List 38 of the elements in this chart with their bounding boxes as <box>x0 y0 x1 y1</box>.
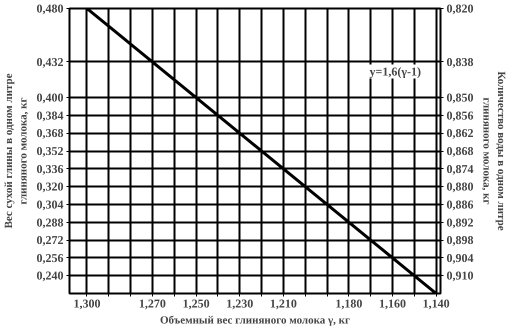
y-tick-label: 0,240 <box>36 268 64 283</box>
x-tick-label: 1,160 <box>378 296 406 310</box>
y-tick-label: 0,432 <box>36 54 64 69</box>
y2-tick-label: 0,850 <box>446 90 474 105</box>
y2-tick-label: 0,892 <box>446 215 474 230</box>
y-tick-label: 0,352 <box>36 144 64 158</box>
y2-tick-label: 0,838 <box>446 54 474 69</box>
y2-tick-label: 0,898 <box>446 233 474 248</box>
x-tick-label: 1,210 <box>270 296 297 310</box>
x-tick-label: 1,270 <box>138 296 166 310</box>
y2-tick-label: 0,910 <box>446 268 474 283</box>
x-tick-label: 1,230 <box>226 296 254 310</box>
x-tick-label: 1,250 <box>182 296 210 310</box>
y-tick-label: 0,480 <box>36 2 64 16</box>
x-axis-title: Объемный вес глиняного молока γ, кг <box>160 314 350 326</box>
y-tick-label: 0,336 <box>36 162 64 176</box>
y2-tick-label: 0,904 <box>446 250 474 265</box>
y-tick-label: 0,400 <box>36 90 64 105</box>
y-tick-label: 0,304 <box>36 197 64 212</box>
y2-axis-title: Количество воды в одном литре глиняного молока, кг <box>480 71 507 231</box>
y2-tick-label: 0,874 <box>446 162 474 176</box>
y2-tick-label: 0,886 <box>446 197 474 212</box>
y2-tick-label: 0,880 <box>446 180 474 194</box>
y-axis-title: Вес сухой глины в одном литре глиняного молока, кг <box>3 73 30 228</box>
x-tick-label: 1,140 <box>422 296 450 310</box>
y2-tick-label: 0,820 <box>446 2 474 16</box>
y-tick-label: 0,288 <box>36 215 64 230</box>
x-tick-label: 1,180 <box>335 296 362 310</box>
y-tick-label: 0,320 <box>36 180 64 194</box>
x-tick-label: 1,300 <box>73 296 100 310</box>
y2-tick-label: 0,856 <box>446 108 474 122</box>
y-tick-label: 0,256 <box>36 250 64 265</box>
y-tick-label: 0,384 <box>36 108 64 122</box>
y-tick-label: 0,368 <box>36 126 64 140</box>
annotation: y=1,6(γ-1) <box>370 64 421 78</box>
y2-tick-label: 0,862 <box>446 126 474 140</box>
y2-tick-label: 0,868 <box>446 144 474 158</box>
y-tick-label: 0,272 <box>36 233 64 248</box>
